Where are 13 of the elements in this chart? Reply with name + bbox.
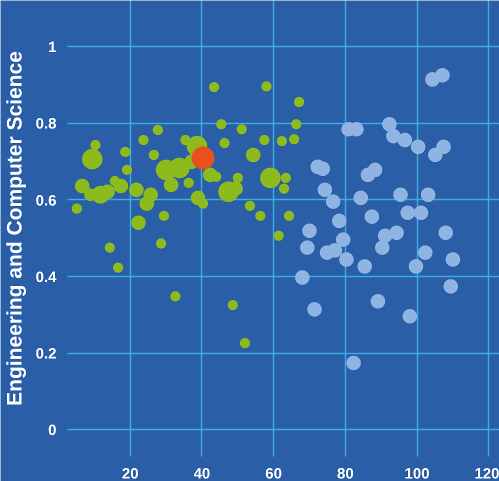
x-tick-label: 100 <box>404 466 430 481</box>
y-tick-label: 0.2 <box>36 346 57 363</box>
x-tick-label: 80 <box>337 466 354 481</box>
x-tick-label: 60 <box>265 466 282 481</box>
y-tick-label: 1 <box>48 38 56 56</box>
y-tick-label: 0.8 <box>36 116 57 133</box>
y-tick-label: 0.4 <box>36 268 58 286</box>
y-tick-label: 0.6 <box>36 192 57 210</box>
x-tick-label: 40 <box>194 466 210 481</box>
y-axis-title: Engineering and Computer Science <box>4 51 27 406</box>
x-tick-label: 20 <box>122 466 139 481</box>
y-tick-label: 0 <box>48 422 56 440</box>
x-tick-label: 120 <box>474 466 499 481</box>
